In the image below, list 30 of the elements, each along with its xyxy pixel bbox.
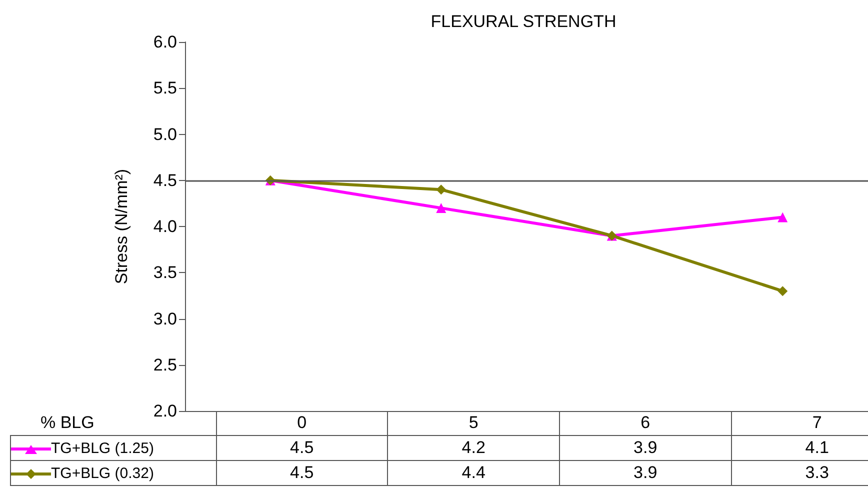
- legend-label: TG+BLG (0.32): [10, 460, 216, 486]
- point: [436, 203, 446, 214]
- x-tick-label: 5: [388, 411, 560, 436]
- y-tick-label: 6.0: [153, 32, 177, 52]
- data-label: 3.9: [560, 436, 732, 460]
- x-axis-title: % BLG: [40, 413, 94, 432]
- y-tick-label: 2.0: [153, 402, 177, 420]
- x-tick-label: 6: [560, 411, 732, 436]
- y-tick-label: 3.0: [153, 309, 177, 328]
- point: [778, 212, 788, 222]
- y-tick-label: 4.5: [153, 170, 177, 190]
- data-label: 4.4: [388, 460, 560, 486]
- data-label: 3.9: [560, 460, 732, 486]
- data-label: 4.1: [731, 436, 868, 460]
- x-tick-label: 0: [216, 411, 388, 436]
- y-axis-title: Stress (N/mm²): [112, 168, 131, 284]
- y-tick-label: 5.0: [153, 124, 177, 144]
- point: [436, 184, 446, 195]
- chart-title: FLEXURAL STRENGTH: [430, 12, 616, 31]
- data-label: 3.3: [731, 460, 868, 486]
- legend-label: TG+BLG (1.25): [10, 436, 216, 460]
- point: [778, 286, 788, 296]
- x-tick-label: 7: [731, 411, 868, 436]
- y-tick-label: 3.5: [153, 263, 177, 282]
- y-tick-label: 2.5: [153, 355, 177, 374]
- data-label: 4.5: [216, 460, 388, 486]
- data-label: 4.2: [388, 436, 560, 460]
- y-tick-label: 5.5: [153, 78, 177, 98]
- y-tick-label: 4.0: [153, 217, 177, 236]
- data-label: 4.5: [216, 436, 388, 460]
